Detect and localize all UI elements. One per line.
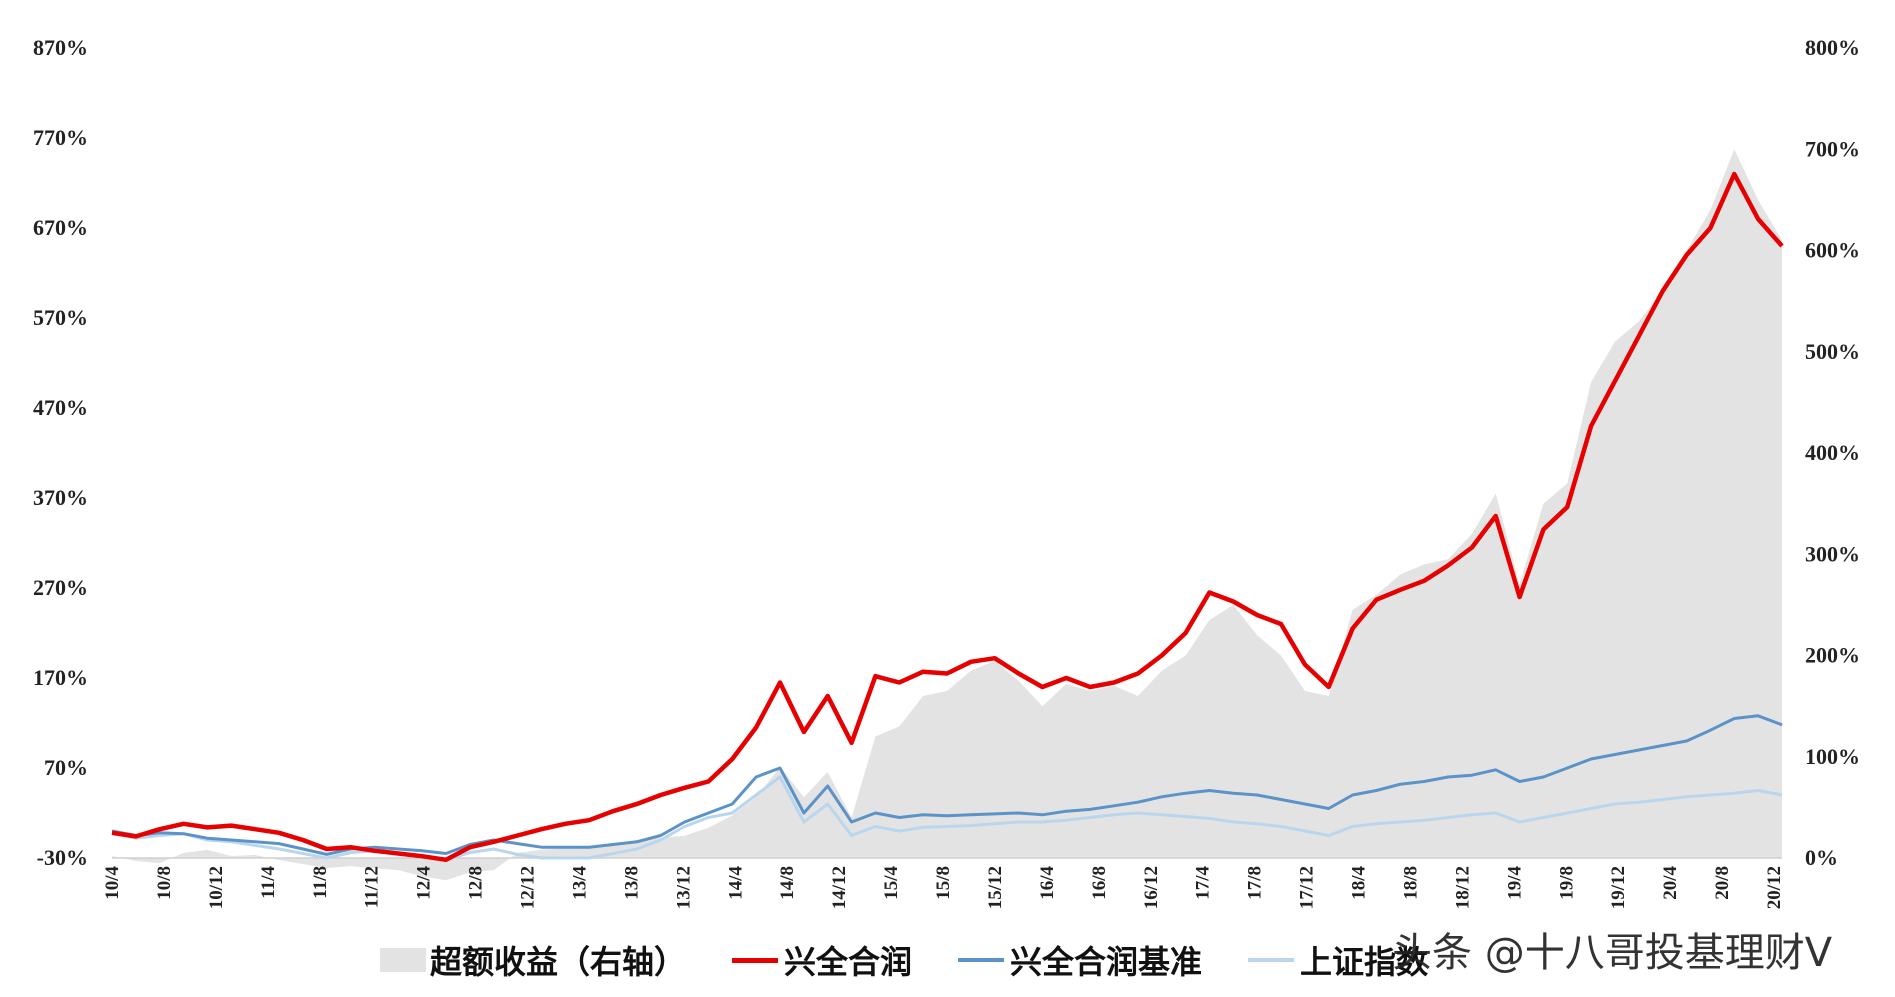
x-axis-tick-label: 18/4 — [1349, 866, 1370, 900]
x-axis-tick-label: 19/4 — [1504, 866, 1525, 900]
left-axis-tick-label: 470% — [33, 395, 88, 420]
x-axis-tick-label: 15/4 — [881, 866, 902, 900]
x-axis-tick-label: 20/8 — [1712, 866, 1733, 900]
left-axis-tick-label: 570% — [33, 305, 88, 330]
x-axis-tick-label: 17/4 — [1193, 866, 1214, 900]
x-axis-tick-label: 20/12 — [1764, 866, 1785, 909]
x-axis-tick-label: 12/4 — [414, 866, 435, 900]
left-axis-tick-label: 270% — [33, 575, 88, 600]
series-area-excess-return — [112, 149, 1782, 881]
x-axis-tick-label: 16/12 — [1141, 866, 1162, 909]
x-axis-tick-label: 10/12 — [206, 866, 227, 909]
right-axis-tick-label: 800% — [1805, 35, 1860, 60]
legend-label-benchmark: 兴全合润基准 — [1010, 943, 1203, 981]
x-axis-tick-label: 19/8 — [1556, 866, 1577, 900]
x-axis-tick-label: 12/8 — [466, 866, 487, 900]
left-axis-tick-label: -30% — [37, 845, 88, 870]
x-axis-tick-label: 11/12 — [362, 866, 383, 908]
series-line-fund — [111, 171, 1784, 863]
x-axis-tick-label: 14/4 — [725, 866, 746, 900]
x-axis-tick-label: 19/12 — [1608, 866, 1629, 909]
left-axis-tick-label: 870% — [33, 35, 88, 60]
left-axis-ticks: 870% 770% 670% 570% 470% 370% 270% 170% 70% -30% — [33, 35, 88, 870]
right-axis-tick-label: 300% — [1805, 541, 1860, 566]
right-axis-tick-label: 400% — [1805, 440, 1860, 465]
right-axis-tick-label: 600% — [1805, 238, 1860, 263]
right-axis-tick-label: 700% — [1805, 136, 1860, 161]
x-axis-tick-label: 20/4 — [1660, 866, 1681, 900]
legend-item-fund[interactable]: 兴全合润 — [732, 937, 912, 983]
x-axis-tick-label: 14/12 — [829, 866, 850, 909]
watermark: 头条 @十八哥投基理财V — [1392, 930, 1833, 976]
legend-label-index: 上证指数 — [1300, 943, 1429, 981]
series-lines-layer — [111, 171, 1784, 863]
right-axis-tick-label: 200% — [1805, 643, 1860, 668]
legend-label-excess: 超额收益（右轴） — [430, 943, 687, 981]
x-axis-tick-label: 11/8 — [310, 866, 331, 899]
legend-label-fund: 兴全合润 — [784, 943, 913, 981]
x-axis-tick-label: 16/8 — [1089, 866, 1110, 900]
x-axis-tick-label: 10/4 — [102, 866, 123, 900]
series-line-benchmark — [111, 714, 1783, 856]
legend-item-index[interactable]: 上证指数 — [1248, 937, 1428, 983]
x-axis-tick-label: 17/8 — [1245, 866, 1266, 900]
left-axis-tick-label: 170% — [33, 665, 88, 690]
x-axis-tick-label: 15/8 — [933, 866, 954, 900]
legend: 超额收益（右轴） 兴全合润 兴全合润基准 上证指数 — [380, 935, 1474, 985]
x-axis-tick-label: 15/12 — [985, 866, 1006, 909]
right-axis-tick-label: 500% — [1805, 339, 1860, 364]
x-axis-tick-label: 16/4 — [1037, 866, 1058, 900]
x-axis-tick-label: 13/12 — [673, 866, 694, 909]
x-axis-tick-label: 13/8 — [621, 866, 642, 900]
legend-swatch-fund — [732, 957, 779, 963]
excess-return-area-layer — [112, 149, 1782, 881]
right-axis-tick-label: 0% — [1805, 845, 1838, 870]
x-axis-tick-label: 18/8 — [1400, 866, 1421, 900]
x-axis-tick-label: 18/12 — [1452, 866, 1473, 909]
left-axis-tick-label: 370% — [33, 485, 88, 510]
left-axis-tick-label: 670% — [33, 215, 88, 240]
left-axis-tick-label: 770% — [33, 125, 88, 150]
right-axis-tick-label: 100% — [1805, 744, 1860, 769]
legend-item-excess[interactable]: 超额收益（右轴） — [380, 937, 686, 983]
right-axis-ticks: 800% 700% 600% 500% 400% 300% 200% 100% 0% — [1805, 35, 1860, 870]
left-axis-tick-label: 70% — [44, 755, 88, 780]
x-axis-tick-label: 12/12 — [518, 866, 539, 909]
legend-swatch-benchmark — [958, 958, 1005, 962]
x-axis-tick-label: 14/8 — [777, 866, 798, 900]
x-axis-tick-label: 10/8 — [154, 866, 175, 900]
x-axis-ticks: 10/4 10/8 10/12 11/4 11/8 11/12 12/4 12/8 12/12 1… — [102, 866, 1785, 910]
legend-swatch-excess — [380, 948, 426, 972]
x-axis-tick-label: 11/4 — [258, 866, 279, 899]
x-axis-tick-label: 17/12 — [1297, 866, 1318, 909]
legend-item-benchmark[interactable]: 兴全合润基准 — [958, 937, 1202, 983]
legend-swatch-index — [1248, 958, 1295, 962]
x-axis-tick-label: 13/4 — [569, 866, 590, 900]
